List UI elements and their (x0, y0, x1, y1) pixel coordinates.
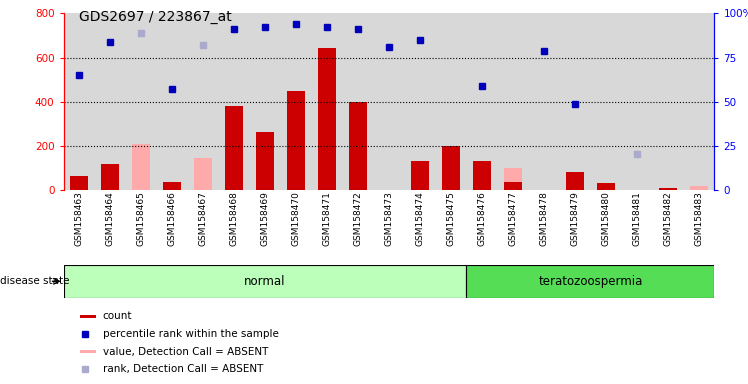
Bar (411, 161, 429, 190)
Bar (256, 132, 275, 190)
Bar (163, 182, 181, 190)
Bar (132, 144, 150, 190)
Text: value, Detection Call = ABSENT: value, Detection Call = ABSENT (103, 346, 269, 356)
Bar (250, 13, 280, 190)
Bar (280, 13, 311, 190)
Text: percentile rank within the sample: percentile rank within the sample (103, 329, 279, 339)
Bar (497, 13, 528, 190)
Bar (565, 172, 584, 190)
Bar (101, 164, 120, 190)
Text: disease state: disease state (0, 276, 70, 286)
Bar (64, 13, 94, 190)
Text: count: count (103, 311, 132, 321)
Bar (194, 158, 212, 190)
Bar (441, 146, 460, 190)
Bar (349, 102, 367, 190)
Bar (435, 13, 467, 190)
Bar (126, 13, 156, 190)
Bar (286, 91, 305, 190)
Bar (405, 13, 435, 190)
Bar (503, 168, 522, 190)
Bar (311, 13, 343, 190)
Bar (224, 106, 243, 190)
Bar (70, 176, 88, 190)
Bar (318, 48, 337, 190)
Bar (156, 13, 188, 190)
Bar (81, 315, 96, 318)
Bar (81, 350, 96, 353)
Bar (590, 13, 622, 190)
Bar (652, 13, 684, 190)
Bar (94, 13, 126, 190)
Bar (560, 13, 590, 190)
Bar (218, 13, 250, 190)
Bar (690, 186, 708, 190)
Text: normal: normal (245, 275, 286, 288)
Bar (684, 13, 714, 190)
Bar (503, 182, 522, 190)
Bar (658, 188, 677, 190)
Bar (343, 13, 373, 190)
Bar (188, 13, 218, 190)
Bar (528, 13, 560, 190)
Bar (622, 13, 652, 190)
Bar (373, 13, 405, 190)
Text: teratozoospermia: teratozoospermia (539, 275, 643, 288)
Bar (467, 13, 497, 190)
Text: rank, Detection Call = ABSENT: rank, Detection Call = ABSENT (103, 364, 263, 374)
Text: GDS2697 / 223867_at: GDS2697 / 223867_at (79, 10, 231, 23)
Bar (467, 265, 714, 298)
Bar (597, 184, 615, 190)
Bar (473, 161, 491, 190)
Bar (64, 265, 467, 298)
